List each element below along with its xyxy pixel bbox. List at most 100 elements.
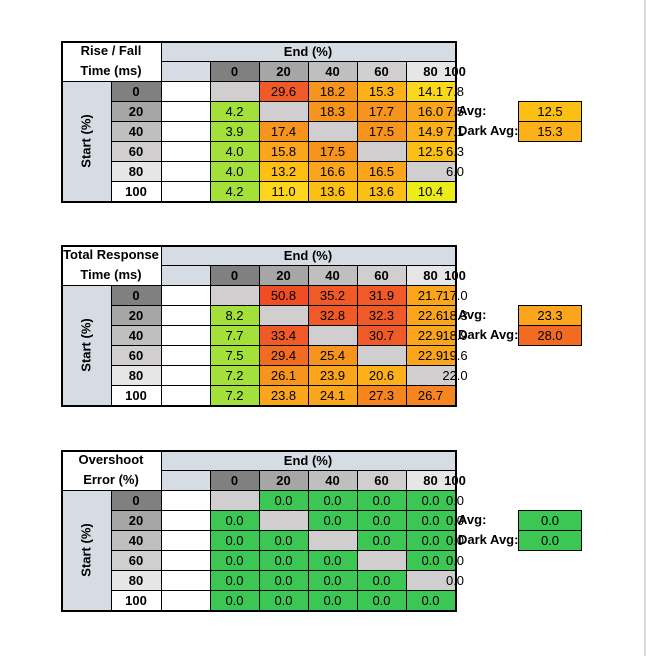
value-cell: 32.3	[357, 305, 406, 325]
row-header: 40	[111, 121, 161, 141]
grid-line	[161, 61, 455, 62]
value-cell: 0.0	[308, 590, 357, 610]
grid-line	[259, 265, 260, 405]
value-cell: 8.2	[210, 305, 259, 325]
value-cell: 26.7	[406, 385, 455, 405]
title-line-2: Time (ms)	[80, 63, 142, 78]
value-cell: 0.0	[210, 510, 259, 530]
column-header: 0	[210, 265, 259, 285]
column-header: 80	[406, 61, 455, 81]
value-cell	[259, 101, 308, 121]
header-corner	[161, 265, 210, 285]
value-cell: 17.7	[357, 101, 406, 121]
end-header: End (%)	[161, 450, 455, 470]
title-line-1: Rise / Fall	[80, 43, 142, 58]
value-cell: 15.8	[259, 141, 308, 161]
title-line-2: Error (%)	[83, 472, 139, 487]
column-header: 0	[210, 61, 259, 81]
grid-line	[259, 61, 260, 201]
grid-line	[111, 325, 455, 326]
value-cell: 15.3	[357, 81, 406, 101]
row-header: 20	[111, 101, 161, 121]
value-cell: 0.0	[259, 570, 308, 590]
column-header: 60	[357, 61, 406, 81]
grid-line	[111, 161, 455, 162]
dark-avg-value: 28.0	[518, 325, 582, 346]
header-corner	[161, 61, 210, 81]
row-header: 20	[111, 510, 161, 530]
value-cell: 22.6	[406, 305, 455, 325]
dark-avg-label: Dark Avg:	[458, 123, 519, 138]
value-cell: 0.0	[357, 530, 406, 550]
grid-line	[308, 61, 309, 201]
value-cell: 18.3	[308, 101, 357, 121]
value-cell: 0.0	[406, 590, 455, 610]
grid-line	[61, 285, 455, 286]
start-header: Start (%)	[61, 81, 111, 201]
value-cell: 0.0	[357, 570, 406, 590]
value-cell	[406, 161, 455, 181]
grid-line	[210, 265, 211, 405]
value-cell: 14.9	[406, 121, 455, 141]
value-cell: 0.0	[210, 590, 259, 610]
value-cell: 22.9	[406, 325, 455, 345]
value-cell: 4.2	[210, 101, 259, 121]
value-cell: 23.9	[308, 365, 357, 385]
column-header: 60	[357, 470, 406, 490]
avg-value: 12.5	[518, 101, 582, 122]
grid-line	[308, 470, 309, 610]
grid-line	[111, 121, 455, 122]
avg-label: Avg:	[458, 512, 487, 527]
dark-avg-value: 0.0	[518, 530, 582, 551]
grid-line	[406, 61, 407, 201]
grid-line	[61, 81, 455, 82]
value-cell: 16.6	[308, 161, 357, 181]
dark-avg-label: Dark Avg:	[458, 327, 519, 342]
value-cell	[210, 81, 259, 101]
value-cell: 50.8	[259, 285, 308, 305]
column-header: 0	[210, 470, 259, 490]
grid-line	[210, 61, 211, 201]
value-cell: 16.5	[357, 161, 406, 181]
value-cell	[406, 570, 455, 590]
row-header: 100	[111, 590, 161, 610]
value-cell: 12.5	[406, 141, 455, 161]
grid-line	[61, 490, 455, 491]
value-cell: 27.3	[357, 385, 406, 405]
end-header: End (%)	[161, 41, 455, 61]
avg-value: 0.0	[518, 510, 582, 531]
value-cell: 17.5	[308, 141, 357, 161]
grid-line	[259, 470, 260, 610]
title-line-2: Time (ms)	[80, 267, 142, 282]
value-cell: 17.5	[357, 121, 406, 141]
value-cell: 0.0	[357, 590, 406, 610]
value-cell	[308, 325, 357, 345]
value-cell: 29.4	[259, 345, 308, 365]
value-cell: 0.0	[210, 570, 259, 590]
start-label: Start (%)	[78, 523, 94, 577]
grid-line	[111, 141, 455, 142]
value-cell: 30.7	[357, 325, 406, 345]
value-cell: 33.4	[259, 325, 308, 345]
value-cell: 31.9	[357, 285, 406, 305]
value-cell	[259, 510, 308, 530]
value-cell: 7.5	[210, 345, 259, 365]
grid-line	[406, 470, 407, 610]
value-cell: 29.6	[259, 81, 308, 101]
grid-line	[357, 470, 358, 610]
value-cell: 13.2	[259, 161, 308, 181]
header-corner	[161, 470, 210, 490]
grid-line	[111, 345, 455, 346]
column-header: 20	[259, 470, 308, 490]
value-cell: 7.2	[210, 385, 259, 405]
grid-line	[308, 265, 309, 405]
row-header: 80	[111, 365, 161, 385]
grid-line	[111, 385, 455, 386]
value-cell: 0.0	[406, 510, 455, 530]
avg-value: 23.3	[518, 305, 582, 326]
value-cell: 3.9	[210, 121, 259, 141]
row-header: 0	[111, 285, 161, 305]
column-header: 20	[259, 61, 308, 81]
row-header: 40	[111, 530, 161, 550]
